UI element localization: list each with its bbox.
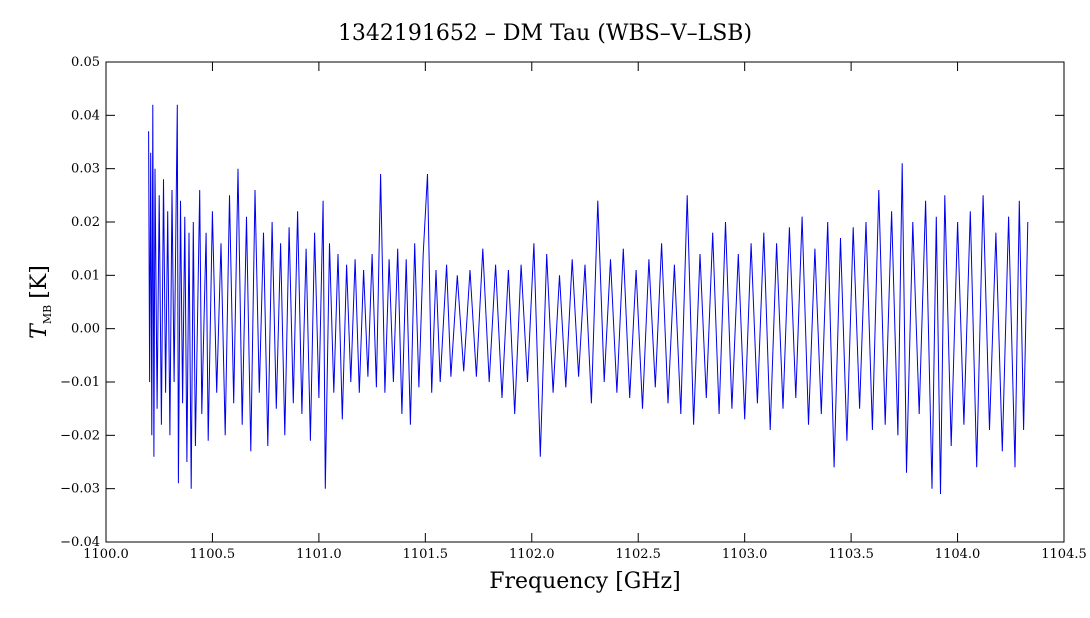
- plot-series-group: [148, 104, 1029, 495]
- y-tick-label: −0.02: [60, 428, 100, 443]
- y-tick-label: −0.04: [60, 535, 100, 550]
- y-axis-label-unit: [K]: [27, 265, 52, 299]
- svg-text:TMB[K]: TMB [K]: [27, 265, 54, 339]
- x-tick-label: 1104.5: [1041, 547, 1087, 562]
- y-axis-label-sub: MB: [41, 305, 54, 324]
- plot-frame: [105, 61, 1065, 543]
- y-tick-label: 0.05: [71, 55, 100, 70]
- y-tick-label: −0.03: [60, 482, 100, 497]
- y-axis-label-main: T: [27, 322, 52, 339]
- x-tick-label: 1102.5: [615, 547, 661, 562]
- y-tick-label: 0.00: [71, 322, 100, 337]
- x-tick-label: 1104.0: [935, 547, 981, 562]
- y-axis-ticks: −0.04 −0.03 −0.02 −0.01 0.00 0.01 0.02 0.03 0.04…: [60, 55, 1064, 550]
- x-tick-label: 1101.5: [403, 547, 449, 562]
- y-tick-label: −0.01: [60, 375, 100, 390]
- x-tick-label: 1102.0: [509, 547, 555, 562]
- x-tick-label: 1100.0: [83, 547, 129, 562]
- x-axis-ticks: 1100.0 1100.5 1101.0 1101.5 1102.0 1102.5 1103…: [83, 62, 1087, 562]
- y-tick-label: 0.03: [71, 162, 100, 177]
- y-tick-label: 0.02: [71, 215, 100, 230]
- x-tick-label: 1103.0: [722, 547, 768, 562]
- y-tick-label: 0.04: [71, 108, 100, 123]
- x-tick-label: 1103.5: [828, 547, 874, 562]
- x-tick-label: 1101.0: [296, 547, 342, 562]
- x-axis-label: Frequency [GHz]: [489, 569, 681, 594]
- x-tick-label: 1100.5: [190, 547, 236, 562]
- chart-title: 1342191652 – DM Tau (WBS–V–LSB): [338, 21, 752, 46]
- y-tick-label: 0.01: [71, 268, 100, 283]
- y-axis-label: TMB [K]: [27, 265, 54, 339]
- spectrum-series-line: [148, 104, 1029, 495]
